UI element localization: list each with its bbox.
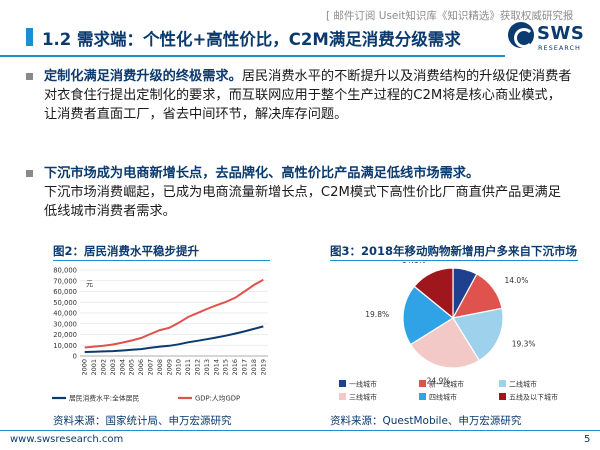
bullet-item: 定制化满足消费升级的终极需求。居民消费水平的不断提升以及消费结构的升级促使消费者… <box>26 67 574 124</box>
x-tick-label: 2010 <box>175 359 183 376</box>
legend-label: 新一线城市 <box>429 380 464 389</box>
x-tick-label: 2012 <box>194 359 202 376</box>
sws-logo: SWS RESEARCH <box>508 20 588 58</box>
x-tick-label: 2017 <box>241 359 249 376</box>
line-chart: 0 10,000 20,000 30,000 40,000 50,000 60,000 70,… <box>52 267 268 403</box>
legend-label: GDP:人均GDP <box>195 394 240 403</box>
bullet-item: 下沉市场成为电商新增长点，去品牌化、高性价比产品满足低线市场需求。下沉市场消费崛… <box>26 164 574 221</box>
slice-label: 19.8% <box>365 310 389 319</box>
legend-swatch <box>339 393 346 400</box>
footer-divider <box>0 430 600 431</box>
legend-label: 一线城市 <box>349 380 377 389</box>
legend-swatch <box>339 380 346 387</box>
y-tick-label: 20,000 <box>53 331 77 339</box>
pie-slice <box>452 307 504 362</box>
logo-text: SWS <box>537 23 585 44</box>
y-tick-label: 30,000 <box>53 320 77 328</box>
page-number: 5 <box>584 434 591 445</box>
x-tick-label: 2011 <box>184 359 192 376</box>
pie-slice <box>402 285 455 346</box>
title-divider <box>0 55 505 57</box>
y-tick-label: 80,000 <box>53 267 77 275</box>
y-tick-label: 70,000 <box>53 277 77 285</box>
legend-swatch <box>419 380 426 387</box>
y-tick-label: 50,000 <box>53 299 77 307</box>
x-tick-label: 2013 <box>203 359 211 376</box>
bullet-headline: 定制化满足消费升级的终极需求。 <box>44 69 242 84</box>
x-tick-label: 2009 <box>165 359 173 376</box>
legend-label: 二线城市 <box>509 380 537 389</box>
legend-swatch <box>419 393 426 400</box>
pie-slice <box>413 267 454 320</box>
x-tick-label: 2019 <box>259 359 267 376</box>
legend-swatch <box>499 393 506 400</box>
page-title: 1.2 需求端：个性化+高性价比，C2M满足消费分级需求 <box>42 30 461 49</box>
figure2-title: 图3：2018年移动购物新增用户多来自下沉市场 <box>330 244 578 258</box>
bullet-square-icon <box>26 73 33 80</box>
footer-url: www.swsresearch.com <box>10 434 124 445</box>
series-line-1 <box>84 325 264 353</box>
y-unit-label: 元 <box>86 280 93 288</box>
x-tick-label: 2015 <box>222 359 230 376</box>
y-tick-label: 40,000 <box>53 310 77 318</box>
x-tick-label: 2001 <box>90 359 98 376</box>
bullet-square-icon <box>26 170 33 177</box>
figure1-title-rule <box>53 260 270 261</box>
x-tick-label: 2007 <box>147 359 155 376</box>
y-tick-label: 60,000 <box>53 288 77 296</box>
y-tick-label: 10,000 <box>53 342 77 350</box>
logo-subtext: RESEARCH <box>538 44 581 52</box>
x-tick-label: 2014 <box>212 359 220 376</box>
x-tick-label: 2005 <box>128 359 136 376</box>
slice-label: 19.3% <box>512 340 536 349</box>
logo-icon <box>508 22 534 48</box>
x-tick-label: 2000 <box>81 359 89 376</box>
legend-label: 五线及以下城市 <box>509 393 558 402</box>
x-tick-label: 2003 <box>109 359 117 376</box>
watermark: [ 邮件订阅 Useit知识库《知识精选》获取权威研究报 <box>326 10 574 22</box>
figure1-title: 图2：居民消费水平稳步提升 <box>53 244 200 258</box>
bullet-headline: 下沉市场成为电商新增长点，去品牌化、高性价比产品满足低线市场需求。 <box>44 166 480 181</box>
x-tick-label: 2002 <box>100 359 108 376</box>
series-line-2 <box>84 278 264 349</box>
title-accent <box>26 28 33 46</box>
x-tick-label: 2006 <box>137 359 145 376</box>
bullet-body: 下沉市场消费崛起，已成为电商流量新增长点，C2M模式下高性价比厂商直供产品更满足… <box>44 185 561 219</box>
pie-chart: 7.9%14.0%19.3%24.9%19.8%14.1%一线城市新一线城市二线… <box>339 262 558 402</box>
figure2-title-rule <box>330 260 578 261</box>
title-bar <box>0 21 505 53</box>
figure2-source: 资料来源：QuestMobile、申万宏源研究 <box>330 415 522 427</box>
x-tick-label: 2016 <box>231 359 239 376</box>
bullet-body: 居民消费水平的不断提升以及消费结构的升级促使消费者对衣食住行提出定制化的要求，而… <box>44 69 572 122</box>
x-tick-label: 2018 <box>250 359 258 376</box>
slice-label: 24.9% <box>427 376 451 385</box>
legend-label: 四线城市 <box>429 393 457 402</box>
x-tick-label: 2004 <box>118 359 126 376</box>
legend-swatch <box>499 380 506 387</box>
y-tick-label: 0 <box>73 353 77 361</box>
x-tick-label: 2008 <box>156 359 164 376</box>
slice-label: 14.0% <box>505 276 529 285</box>
figure1-source: 资料来源：国家统计局、申万宏源研究 <box>53 415 232 427</box>
legend-label: 三线城市 <box>349 393 377 402</box>
pie-slice <box>409 317 481 369</box>
slice-label: 14.1% <box>402 262 426 265</box>
legend-label: 居民消费水平:全体居民 <box>69 394 139 403</box>
